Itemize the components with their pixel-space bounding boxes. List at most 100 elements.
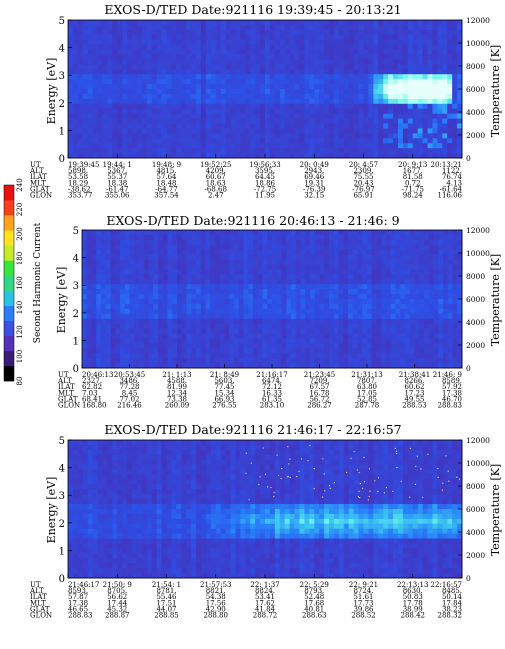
heatmap-cell xyxy=(196,254,202,260)
heatmap-cell xyxy=(324,343,330,349)
heatmap-cell xyxy=(395,318,401,325)
heatmap-cell xyxy=(200,39,207,46)
heatmap-cell xyxy=(86,318,92,325)
heatmap-cell xyxy=(310,358,316,364)
y-tick-label: 5 xyxy=(73,226,79,237)
heatmap-cell xyxy=(388,34,394,41)
heatmap-cell xyxy=(329,89,335,95)
heatmap-cell xyxy=(86,289,92,295)
heatmap-cell xyxy=(255,24,261,31)
heatmap-cell xyxy=(167,303,173,310)
heatmap-cell xyxy=(102,553,108,559)
heatmap-cell xyxy=(205,333,211,339)
heatmap-cell xyxy=(386,234,392,241)
heatmap-cell xyxy=(143,328,149,334)
heatmap-cell xyxy=(181,118,187,124)
heatmap-cell xyxy=(181,269,187,275)
heatmap-cell xyxy=(333,328,339,334)
heatmap-cell xyxy=(132,20,138,26)
heatmap-cell xyxy=(92,39,98,46)
heatmap-cell xyxy=(96,338,102,344)
heatmap-cell xyxy=(162,249,168,256)
heatmap-cell xyxy=(234,254,240,260)
heatmap-cell xyxy=(107,518,113,525)
heatmap-cell xyxy=(143,259,149,265)
heatmap-cell xyxy=(414,230,420,236)
heatmap-cell xyxy=(378,84,384,90)
heatmap-cell xyxy=(132,128,138,134)
heatmap-cell xyxy=(215,69,222,75)
heatmap-cell xyxy=(363,118,369,124)
heatmap-cell xyxy=(333,323,339,329)
heatmap-cell xyxy=(166,89,172,95)
heatmap-cell xyxy=(172,318,178,325)
orbit-value: 3595. xyxy=(255,167,275,175)
heatmap-cell xyxy=(284,108,291,115)
heatmap-cell xyxy=(127,153,133,159)
heatmap-cell xyxy=(87,499,94,505)
heatmap-cell xyxy=(457,118,463,124)
heatmap-cell xyxy=(112,93,118,100)
heatmap-cell xyxy=(333,348,339,354)
heatmap-cell xyxy=(253,299,259,305)
heatmap-cell xyxy=(395,338,401,344)
heatmap-cell xyxy=(417,74,424,80)
heatmap-cell xyxy=(269,133,276,139)
heatmap-cell xyxy=(122,128,128,134)
heatmap-cell xyxy=(77,89,84,95)
heatmap-cell xyxy=(97,93,103,100)
heatmap-cell xyxy=(200,323,206,329)
heatmap-cell xyxy=(279,98,286,105)
heatmap-cell xyxy=(274,34,281,41)
heatmap-cell xyxy=(112,509,118,515)
heatmap-cell xyxy=(82,234,88,241)
heatmap-cell xyxy=(276,269,282,275)
heatmap-cell xyxy=(402,103,409,110)
heatmap-cell xyxy=(324,303,330,310)
heatmap-cell xyxy=(428,244,434,251)
heatmap-cell xyxy=(443,328,449,334)
heatmap-cell xyxy=(96,284,102,290)
heatmap-cell xyxy=(284,24,291,31)
heatmap-cell xyxy=(357,244,363,251)
heatmap-cell xyxy=(442,39,448,46)
heatmap-cell xyxy=(191,249,197,256)
heatmap-cell xyxy=(167,328,173,334)
heatmap-cell xyxy=(148,299,154,305)
heatmap-cell xyxy=(186,39,192,46)
heatmap-cell xyxy=(343,74,350,80)
heatmap-cell xyxy=(86,363,92,369)
heatmap-cell xyxy=(348,328,354,334)
heatmap-cell xyxy=(230,29,236,36)
heatmap-cell xyxy=(210,148,217,154)
heatmap-cell xyxy=(91,264,97,270)
heatmap-cell xyxy=(279,29,286,36)
heatmap-cell xyxy=(161,143,167,149)
heatmap-cell xyxy=(102,558,108,564)
heatmap-cell xyxy=(407,148,414,154)
heatmap-cell xyxy=(234,239,240,246)
heatmap-cell xyxy=(220,103,226,110)
heatmap-cell xyxy=(229,328,235,334)
heatmap-cell xyxy=(338,308,344,315)
heatmap-cell xyxy=(196,333,202,339)
heatmap-cell xyxy=(274,29,281,36)
heatmap-cell xyxy=(122,69,128,75)
heatmap-cell xyxy=(338,54,345,60)
heatmap-cell xyxy=(230,84,236,90)
heatmap-cell xyxy=(281,234,287,241)
heatmap-cell xyxy=(407,128,414,134)
heatmap-cell xyxy=(305,249,311,256)
heatmap-cell xyxy=(245,64,251,70)
heatmap-cell xyxy=(428,363,434,369)
heatmap-cell xyxy=(333,318,339,325)
heatmap-cell xyxy=(437,143,443,149)
heatmap-cell xyxy=(77,93,84,100)
heatmap-cell xyxy=(457,348,463,354)
heatmap-cell xyxy=(424,303,430,310)
heatmap-cell xyxy=(447,363,453,369)
heatmap-cell xyxy=(96,328,102,334)
orbit-value: 52.85 xyxy=(357,395,377,403)
heatmap-cell xyxy=(414,264,420,270)
heatmap-cell xyxy=(393,74,399,80)
